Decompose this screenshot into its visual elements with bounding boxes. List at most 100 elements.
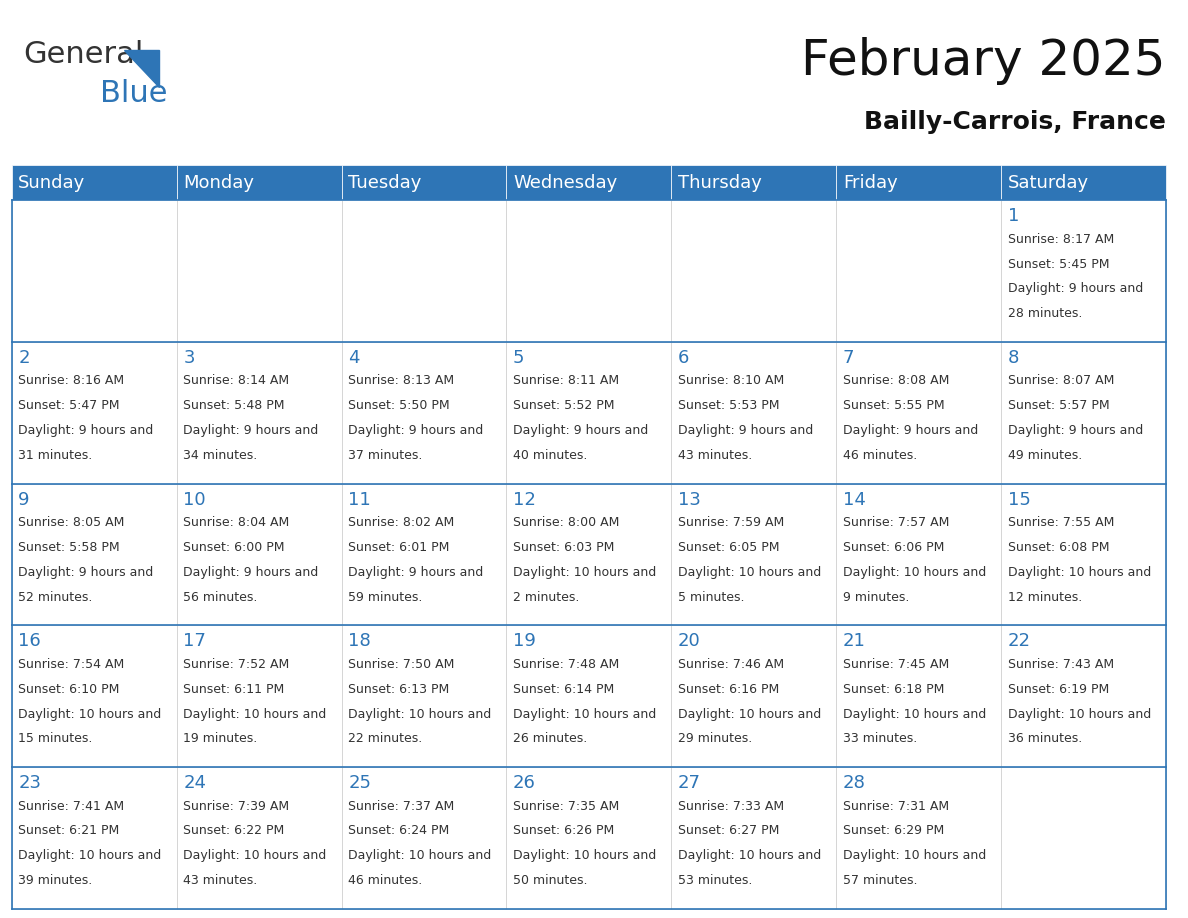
Text: Sunset: 6:01 PM: Sunset: 6:01 PM	[348, 541, 449, 554]
Text: Sunset: 6:26 PM: Sunset: 6:26 PM	[513, 824, 614, 837]
Text: Sunset: 6:24 PM: Sunset: 6:24 PM	[348, 824, 449, 837]
Text: Sunset: 6:27 PM: Sunset: 6:27 PM	[678, 824, 779, 837]
Text: 6: 6	[678, 349, 689, 367]
Bar	[177, 341, 341, 484]
Bar	[177, 484, 341, 625]
Bar	[1001, 200, 1165, 341]
Text: 53 minutes.: 53 minutes.	[678, 874, 752, 887]
Text: Daylight: 9 hours and: Daylight: 9 hours and	[18, 565, 153, 579]
Text: Sunrise: 8:10 AM: Sunrise: 8:10 AM	[678, 375, 784, 387]
Bar	[506, 165, 671, 200]
Bar	[836, 165, 1001, 200]
Text: Daylight: 10 hours and: Daylight: 10 hours and	[1007, 708, 1151, 721]
Text: 36 minutes.: 36 minutes.	[1007, 733, 1082, 745]
Text: Sunrise: 7:48 AM: Sunrise: 7:48 AM	[513, 658, 619, 671]
Text: 33 minutes.: 33 minutes.	[842, 733, 917, 745]
Text: 43 minutes.: 43 minutes.	[183, 874, 258, 887]
Bar	[1001, 767, 1165, 909]
Bar	[1001, 484, 1165, 625]
Text: 15 minutes.: 15 minutes.	[18, 733, 93, 745]
Text: Sunset: 6:08 PM: Sunset: 6:08 PM	[1007, 541, 1110, 554]
Text: 49 minutes.: 49 minutes.	[1007, 449, 1082, 462]
Bar	[177, 165, 341, 200]
Text: Sunset: 6:06 PM: Sunset: 6:06 PM	[842, 541, 944, 554]
Text: 26: 26	[513, 774, 536, 792]
Text: Sunset: 6:14 PM: Sunset: 6:14 PM	[513, 683, 614, 696]
Text: 28 minutes.: 28 minutes.	[1007, 308, 1082, 320]
Bar	[1001, 341, 1165, 484]
Text: Daylight: 9 hours and: Daylight: 9 hours and	[842, 424, 978, 437]
Text: Sunset: 6:10 PM: Sunset: 6:10 PM	[18, 683, 120, 696]
Text: 57 minutes.: 57 minutes.	[842, 874, 917, 887]
Text: Sunset: 5:57 PM: Sunset: 5:57 PM	[1007, 399, 1110, 412]
Text: Sunset: 5:48 PM: Sunset: 5:48 PM	[183, 399, 285, 412]
Text: Sunset: 6:05 PM: Sunset: 6:05 PM	[678, 541, 779, 554]
Text: Friday: Friday	[842, 174, 897, 192]
Bar	[671, 484, 836, 625]
Text: Sunset: 6:21 PM: Sunset: 6:21 PM	[18, 824, 120, 837]
Bar	[341, 625, 506, 767]
Text: Sunrise: 8:17 AM: Sunrise: 8:17 AM	[1007, 233, 1114, 246]
Text: Daylight: 9 hours and: Daylight: 9 hours and	[678, 424, 813, 437]
Bar	[12, 625, 177, 767]
Text: Sunrise: 7:41 AM: Sunrise: 7:41 AM	[18, 800, 125, 812]
Bar	[836, 341, 1001, 484]
Text: 28: 28	[842, 774, 866, 792]
Text: Sunrise: 7:39 AM: Sunrise: 7:39 AM	[183, 800, 290, 812]
Text: 2 minutes.: 2 minutes.	[513, 590, 580, 604]
Text: Daylight: 10 hours and: Daylight: 10 hours and	[513, 849, 656, 862]
Text: 12: 12	[513, 491, 536, 509]
Bar	[506, 625, 671, 767]
Text: February 2025: February 2025	[802, 37, 1165, 84]
Text: Sunrise: 7:43 AM: Sunrise: 7:43 AM	[1007, 658, 1114, 671]
Text: Sunrise: 7:52 AM: Sunrise: 7:52 AM	[183, 658, 290, 671]
Text: Daylight: 10 hours and: Daylight: 10 hours and	[678, 849, 821, 862]
Text: Sunrise: 8:00 AM: Sunrise: 8:00 AM	[513, 516, 619, 529]
Text: 59 minutes.: 59 minutes.	[348, 590, 423, 604]
Bar	[671, 165, 836, 200]
Text: 31 minutes.: 31 minutes.	[18, 449, 93, 462]
Text: Sunrise: 8:16 AM: Sunrise: 8:16 AM	[18, 375, 125, 387]
Text: 29 minutes.: 29 minutes.	[678, 733, 752, 745]
Text: 22 minutes.: 22 minutes.	[348, 733, 423, 745]
Text: Sunset: 5:45 PM: Sunset: 5:45 PM	[1007, 258, 1110, 271]
Text: 4: 4	[348, 349, 360, 367]
Text: 19 minutes.: 19 minutes.	[183, 733, 258, 745]
Text: 9: 9	[18, 491, 30, 509]
Bar	[177, 625, 341, 767]
Text: 12 minutes.: 12 minutes.	[1007, 590, 1082, 604]
Text: 5 minutes.: 5 minutes.	[678, 590, 745, 604]
Text: 46 minutes.: 46 minutes.	[348, 874, 423, 887]
Text: 8: 8	[1007, 349, 1019, 367]
Text: Daylight: 10 hours and: Daylight: 10 hours and	[183, 849, 327, 862]
Text: Sunrise: 7:37 AM: Sunrise: 7:37 AM	[348, 800, 454, 812]
Bar	[177, 200, 341, 341]
Text: Sunrise: 7:31 AM: Sunrise: 7:31 AM	[842, 800, 949, 812]
Bar	[836, 625, 1001, 767]
Text: Sunset: 6:22 PM: Sunset: 6:22 PM	[183, 824, 284, 837]
Text: Sunrise: 8:11 AM: Sunrise: 8:11 AM	[513, 375, 619, 387]
Text: Daylight: 10 hours and: Daylight: 10 hours and	[348, 849, 492, 862]
Bar	[12, 341, 177, 484]
Bar	[12, 200, 177, 341]
Text: 15: 15	[1007, 491, 1030, 509]
Text: Sunrise: 8:07 AM: Sunrise: 8:07 AM	[1007, 375, 1114, 387]
Text: Daylight: 9 hours and: Daylight: 9 hours and	[183, 424, 318, 437]
Text: Daylight: 9 hours and: Daylight: 9 hours and	[348, 424, 484, 437]
Text: Sunrise: 7:59 AM: Sunrise: 7:59 AM	[678, 516, 784, 529]
Bar	[671, 767, 836, 909]
Text: Monday: Monday	[183, 174, 254, 192]
Bar	[341, 767, 506, 909]
Text: Daylight: 9 hours and: Daylight: 9 hours and	[1007, 283, 1143, 296]
Bar	[671, 341, 836, 484]
Text: Daylight: 10 hours and: Daylight: 10 hours and	[348, 708, 492, 721]
Text: Daylight: 10 hours and: Daylight: 10 hours and	[842, 849, 986, 862]
Text: Sunset: 6:19 PM: Sunset: 6:19 PM	[1007, 683, 1108, 696]
Bar	[836, 767, 1001, 909]
Text: Bailly-Carrois, France: Bailly-Carrois, France	[864, 110, 1165, 134]
Bar	[341, 200, 506, 341]
Text: Sunrise: 8:13 AM: Sunrise: 8:13 AM	[348, 375, 454, 387]
Text: Daylight: 10 hours and: Daylight: 10 hours and	[18, 849, 162, 862]
Text: 14: 14	[842, 491, 866, 509]
Bar	[671, 200, 836, 341]
